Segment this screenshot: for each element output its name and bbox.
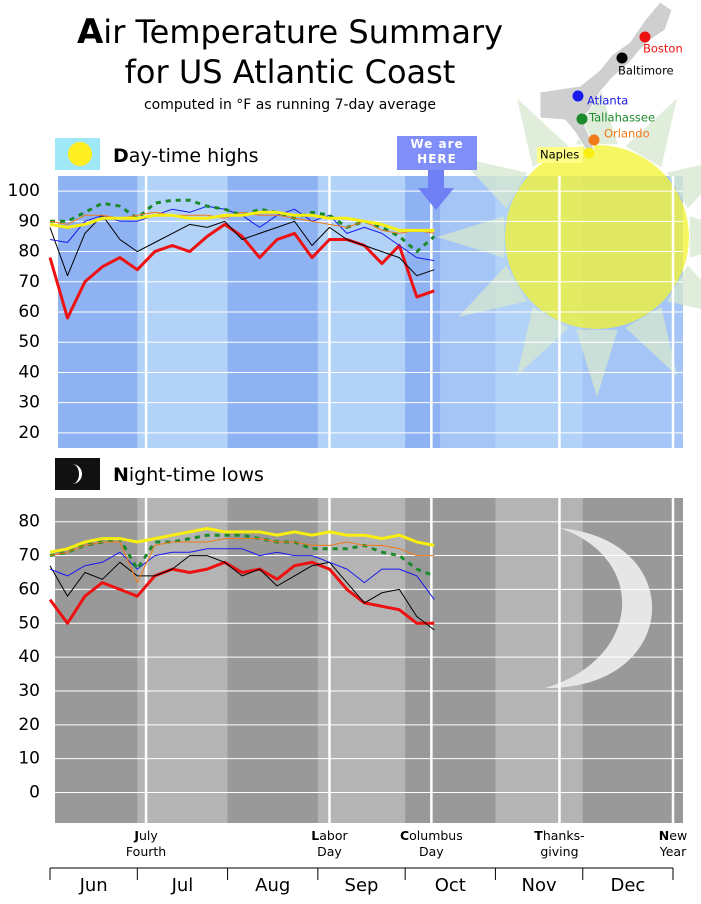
month-label: Aug [255,875,290,896]
sun-ray [666,164,701,209]
title: Air Temperature Summary for US Atlantic … [76,12,504,91]
legend-label: Baltimore [618,64,674,78]
holiday-label: July [134,828,158,843]
y-tick-label: 10 [18,749,40,769]
annotation-box [397,136,477,170]
subtitle: computed in °F as running 7-day average [143,97,437,113]
sun-ray [689,216,701,258]
y-tick-label: 40 [18,647,40,667]
map [539,1,673,151]
y-tick-label: 50 [18,613,40,633]
legend-label: Boston [643,42,683,56]
y-tick-label: 40 [18,362,40,382]
map-city [588,134,600,146]
legend-label: Orlando [604,127,650,141]
moon-icon-bg [55,458,100,490]
series-line [49,548,435,600]
map-city [583,147,595,159]
month-label: Jun [79,875,108,896]
holiday-label: giving [540,844,579,859]
month-label: Dec [610,875,645,896]
holiday-label: New [658,828,688,843]
holiday-label: Columbus [399,828,463,843]
map-city [572,90,584,102]
y-tick-label: 80 [18,242,40,262]
legend-label: Atlanta [587,94,628,108]
holiday-label: Day [419,844,444,859]
panel-title: Day-time highs [113,145,259,167]
map-city [576,113,588,125]
moon [545,528,653,689]
series-line [48,222,435,320]
holiday-label: Labor [311,828,348,843]
map-city [616,52,628,64]
month-label: Sep [345,875,379,896]
y-tick-label: 0 [29,783,40,803]
y-tick-label: 60 [18,302,40,322]
sun-ray [576,77,618,145]
label-bg [537,147,583,163]
month-label: Nov [522,875,557,896]
holiday-label: Thanks- [534,828,585,843]
y-tick-label: 30 [18,393,40,413]
series-line [49,538,435,584]
y-tick-label: 20 [18,715,40,735]
map-city [639,31,651,43]
month-label: Oct [435,875,466,896]
series-line [48,560,435,625]
month-band [317,498,406,823]
sun-ray [625,306,677,376]
series-line [49,555,435,631]
moon-icon [72,464,82,484]
y-tick-label: 70 [18,272,40,292]
annotation: We are HERE [410,137,464,166]
series-line [49,527,435,554]
sun-ray [458,265,528,317]
holiday-label: Year [659,844,687,859]
holiday-label: Fourth [125,844,167,859]
sun-disc [505,145,689,329]
sun-ray [517,306,569,376]
legend-label: Tallahassee [588,111,655,125]
y-tick-label: 70 [18,546,40,566]
y-tick-label: 30 [18,681,40,701]
annotation-arrow [418,170,454,210]
y-tick-label: 50 [18,332,40,352]
sun-ray [666,265,701,310]
month-band [495,498,583,823]
holiday-label: Day [317,844,342,859]
y-tick-label: 90 [18,211,40,231]
y-tick-label: 20 [18,423,40,443]
series-line [49,210,435,232]
y-tick-label: 100 [8,181,40,201]
y-tick-label: 60 [18,579,40,599]
sun-icon [68,142,92,166]
sun-ray [625,98,677,168]
panel-title: Night-time lows [113,464,264,486]
legend-label: Naples [540,148,579,162]
series-line [49,214,435,277]
sun-ray [437,216,505,258]
y-tick-label: 80 [18,512,40,532]
sun-ray [576,329,618,397]
month-label: Jul [171,875,194,896]
